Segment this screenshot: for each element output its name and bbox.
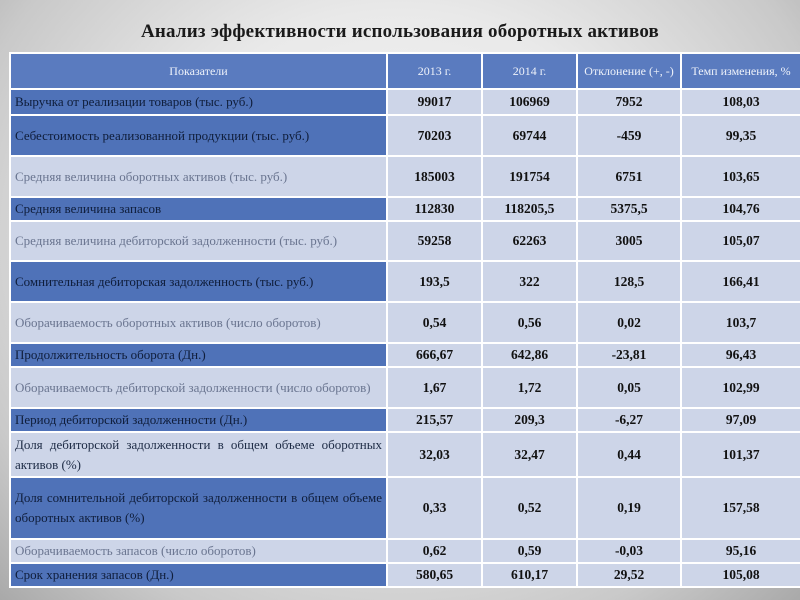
value-change-rate: 103,7	[680, 301, 800, 344]
value-2013: 0,33	[386, 476, 483, 540]
value-2013: 99017	[386, 88, 483, 116]
value-2013: 59258	[386, 220, 483, 262]
table-row: Оборачиваемость запасов (число оборотов)…	[9, 538, 800, 564]
header-2014: 2014 г.	[481, 52, 578, 90]
value-change-rate: 102,99	[680, 366, 800, 409]
value-2014: 69744	[481, 114, 578, 157]
value-change-rate: 95,16	[680, 538, 800, 564]
value-change-rate: 97,09	[680, 407, 800, 433]
table-row: Себестоимость реализованной продукции (т…	[9, 114, 800, 157]
value-2014: 32,47	[481, 431, 578, 478]
value-2013: 0,54	[386, 301, 483, 344]
value-2014: 0,59	[481, 538, 578, 564]
value-change-rate: 105,08	[680, 562, 800, 588]
value-deviation: 6751	[576, 155, 682, 198]
value-deviation: 128,5	[576, 260, 682, 303]
table-row: Срок хранения запасов (Дн.) 580,65 610,1…	[9, 562, 800, 588]
row-label: Средняя величина запасов	[9, 196, 388, 222]
value-2014: 209,3	[481, 407, 578, 433]
row-label: Оборачиваемость оборотных активов (число…	[9, 301, 388, 344]
value-2013: 32,03	[386, 431, 483, 478]
value-2013: 112830	[386, 196, 483, 222]
value-deviation: 3005	[576, 220, 682, 262]
table-row: Сомнительная дебиторская задолженность (…	[9, 260, 800, 303]
value-deviation: 0,44	[576, 431, 682, 478]
value-2013: 580,65	[386, 562, 483, 588]
value-deviation: 0,05	[576, 366, 682, 409]
value-2014: 0,56	[481, 301, 578, 344]
row-label: Доля сомнительной дебиторской задолженно…	[9, 476, 388, 540]
value-change-rate: 103,65	[680, 155, 800, 198]
efficiency-table: Показатели 2013 г. 2014 г. Отклонение (+…	[9, 52, 800, 588]
value-2013: 666,67	[386, 342, 483, 368]
row-label: Себестоимость реализованной продукции (т…	[9, 114, 388, 157]
row-label: Оборачиваемость запасов (число оборотов)	[9, 538, 388, 564]
table-row: Средняя величина оборотных активов (тыс.…	[9, 155, 800, 198]
value-2014: 1,72	[481, 366, 578, 409]
table-row: Доля сомнительной дебиторской задолженно…	[9, 476, 800, 540]
value-deviation: -6,27	[576, 407, 682, 433]
value-deviation: 0,02	[576, 301, 682, 344]
value-2013: 0,62	[386, 538, 483, 564]
value-change-rate: 105,07	[680, 220, 800, 262]
row-label: Продолжительность оборота (Дн.)	[9, 342, 388, 368]
value-deviation: -0,03	[576, 538, 682, 564]
table-row: Продолжительность оборота (Дн.) 666,67 6…	[9, 342, 800, 368]
value-deviation: -459	[576, 114, 682, 157]
value-deviation: 5375,5	[576, 196, 682, 222]
value-2014: 106969	[481, 88, 578, 116]
value-2013: 70203	[386, 114, 483, 157]
value-2014: 642,86	[481, 342, 578, 368]
row-label: Срок хранения запасов (Дн.)	[9, 562, 388, 588]
value-2014: 62263	[481, 220, 578, 262]
value-2013: 193,5	[386, 260, 483, 303]
value-2013: 185003	[386, 155, 483, 198]
value-change-rate: 108,03	[680, 88, 800, 116]
table-row: Период дебиторской задолженности (Дн.) 2…	[9, 407, 800, 433]
header-2013: 2013 г.	[386, 52, 483, 90]
row-label: Средняя величина дебиторской задолженнос…	[9, 220, 388, 262]
table-row: Средняя величина дебиторской задолженнос…	[9, 220, 800, 262]
row-label: Доля дебиторской задолженности в общем о…	[9, 431, 388, 478]
value-change-rate: 96,43	[680, 342, 800, 368]
header-deviation: Отклонение (+, -)	[576, 52, 682, 90]
value-2014: 191754	[481, 155, 578, 198]
value-change-rate: 99,35	[680, 114, 800, 157]
table-row: Выручка от реализации товаров (тыс. руб.…	[9, 88, 800, 116]
header-change-rate: Темп изменения, %	[680, 52, 800, 90]
value-2013: 215,57	[386, 407, 483, 433]
value-2014: 0,52	[481, 476, 578, 540]
row-label: Сомнительная дебиторская задолженность (…	[9, 260, 388, 303]
table-row: Доля дебиторской задолженности в общем о…	[9, 431, 800, 478]
value-2013: 1,67	[386, 366, 483, 409]
value-deviation: 29,52	[576, 562, 682, 588]
table-row: Средняя величина запасов 112830 118205,5…	[9, 196, 800, 222]
value-deviation: 0,19	[576, 476, 682, 540]
value-change-rate: 101,37	[680, 431, 800, 478]
row-label: Период дебиторской задолженности (Дн.)	[9, 407, 388, 433]
row-label: Выручка от реализации товаров (тыс. руб.…	[9, 88, 388, 116]
value-2014: 322	[481, 260, 578, 303]
value-2014: 118205,5	[481, 196, 578, 222]
value-deviation: -23,81	[576, 342, 682, 368]
row-label: Оборачиваемость дебиторской задолженност…	[9, 366, 388, 409]
value-change-rate: 157,58	[680, 476, 800, 540]
value-deviation: 7952	[576, 88, 682, 116]
value-change-rate: 166,41	[680, 260, 800, 303]
header-indicators: Показатели	[9, 52, 388, 90]
table-row: Оборачиваемость оборотных активов (число…	[9, 301, 800, 344]
table-header-row: Показатели 2013 г. 2014 г. Отклонение (+…	[9, 52, 800, 90]
value-change-rate: 104,76	[680, 196, 800, 222]
row-label: Средняя величина оборотных активов (тыс.…	[9, 155, 388, 198]
value-2014: 610,17	[481, 562, 578, 588]
table-row: Оборачиваемость дебиторской задолженност…	[9, 366, 800, 409]
slide-title: Анализ эффективности использования оборо…	[140, 21, 660, 42]
